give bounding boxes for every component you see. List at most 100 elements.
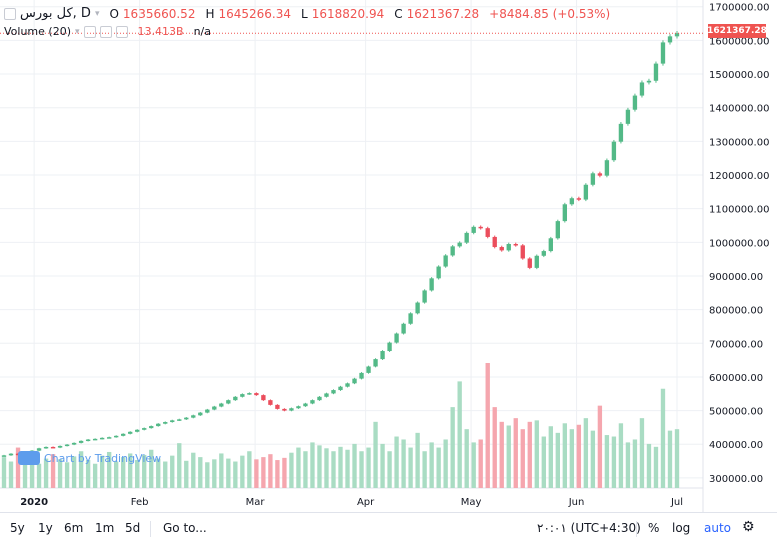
candle	[99, 437, 105, 440]
tradingview-attribution[interactable]: Chart by TradingView	[18, 451, 161, 465]
candle	[359, 372, 364, 379]
volume-bar	[149, 449, 154, 488]
volume-bar	[198, 457, 203, 488]
symbol-label[interactable]: کل بورس, D	[20, 6, 91, 21]
range-5d-button[interactable]: 5d	[125, 521, 141, 535]
candle	[429, 278, 434, 291]
goto-button[interactable]: Go to...	[163, 521, 207, 535]
volume-bar	[576, 424, 582, 488]
volume-bar	[450, 407, 455, 488]
collapse-legend-icon[interactable]	[4, 7, 16, 20]
log-toggle[interactable]: log	[672, 521, 691, 535]
candle	[639, 82, 645, 96]
range-1m-button[interactable]: 1m	[95, 521, 115, 535]
x-tick-label: 2020	[20, 497, 48, 508]
auto-toggle[interactable]: auto	[704, 521, 732, 535]
volume-bar	[506, 425, 511, 488]
candle	[380, 351, 385, 360]
chevron-down-icon[interactable]: ▾	[75, 26, 80, 37]
volume-bar	[78, 451, 84, 488]
range-1y-button[interactable]: 1y	[38, 521, 53, 535]
volume-bar	[43, 458, 49, 488]
y-tick-label: 1400000.00	[709, 104, 769, 115]
chart-canvas[interactable]: 300000.00 400000.00 500000.00 600000.00 7000…	[0, 0, 777, 512]
candle	[43, 446, 49, 449]
ohlc-legend: کل بورس, D ▾ O 1635660.52 H 1645266.34 L 16…	[4, 6, 610, 21]
volume-bar	[177, 443, 182, 488]
volume-bar	[261, 457, 266, 488]
volume-bar	[401, 439, 406, 488]
candle	[163, 422, 168, 424]
gear-icon[interactable]: ⚙	[742, 519, 755, 535]
volume-bar	[331, 451, 336, 488]
candle	[394, 333, 399, 343]
x-tick-label: Apr	[357, 497, 375, 508]
candle	[121, 433, 126, 436]
chart-area[interactable]: 300000.00 400000.00 500000.00 600000.00 7000…	[0, 0, 777, 512]
candle	[674, 33, 680, 37]
candle	[240, 394, 245, 397]
volume-bar	[457, 381, 462, 488]
y-tick-label: 1500000.00	[709, 70, 769, 81]
volume-bar	[471, 442, 476, 488]
range-5y-button[interactable]: 5y	[10, 521, 25, 535]
volume-bar	[85, 460, 91, 488]
volume-bar	[394, 436, 399, 488]
volume-bar	[212, 459, 217, 488]
eye-icon[interactable]	[83, 25, 96, 38]
volume-bar	[625, 442, 631, 488]
volume-bar	[604, 435, 610, 488]
candle	[289, 408, 294, 411]
percent-toggle[interactable]: %	[648, 521, 660, 535]
volume-bar	[1, 457, 7, 488]
volume-bar	[611, 436, 617, 488]
candle	[128, 431, 133, 434]
candle	[275, 404, 280, 409]
candle	[513, 244, 518, 246]
candle	[106, 437, 112, 439]
volume-bar	[380, 443, 385, 488]
close-value: 1621367.28	[406, 6, 480, 21]
volume-label[interactable]: Volume (20)	[4, 25, 71, 38]
close-icon[interactable]	[115, 25, 128, 38]
x-tick-label: Jul	[670, 497, 683, 508]
high-label: H	[205, 6, 215, 21]
volume-bar	[191, 452, 196, 488]
candle	[219, 403, 224, 407]
candle	[548, 238, 553, 252]
volume-ma-value: n/a	[193, 25, 211, 38]
volume-bar	[499, 421, 504, 488]
volume-bar	[15, 447, 21, 488]
chevron-down-icon[interactable]: ▾	[94, 8, 100, 19]
volume-bar	[142, 454, 147, 488]
volume-bar	[674, 429, 680, 488]
candle	[387, 342, 392, 352]
volume-bar	[429, 442, 434, 488]
candle	[604, 160, 610, 176]
volume-bar	[639, 418, 645, 488]
y-tick-label: 1200000.00	[709, 171, 769, 182]
volume-bar	[128, 453, 133, 488]
volume-bar	[443, 439, 448, 488]
volume-bar	[121, 457, 126, 488]
attribution-text[interactable]: Chart by TradingView	[44, 451, 162, 465]
volume-bar	[71, 456, 77, 488]
y-tick-label: 1300000.00	[709, 137, 769, 148]
volume-bar	[387, 451, 392, 488]
candle	[590, 173, 596, 185]
volume-bar	[8, 461, 14, 488]
volume-bar	[359, 451, 364, 488]
candle	[450, 246, 455, 256]
settings-icon[interactable]	[99, 25, 112, 38]
range-6m-button[interactable]: 6m	[64, 521, 84, 535]
volume-bar	[408, 447, 413, 488]
volume-bar	[99, 455, 105, 488]
candle	[527, 258, 532, 268]
candle	[583, 184, 589, 200]
y-tick-label: 500000.00	[709, 407, 763, 418]
volume-bar	[478, 439, 483, 488]
candle	[401, 323, 406, 334]
timezone-label[interactable]: ۲۰:۰۱ (UTC+4:30)	[537, 521, 641, 535]
volume-bar	[233, 461, 238, 488]
volume-bar	[541, 436, 546, 488]
